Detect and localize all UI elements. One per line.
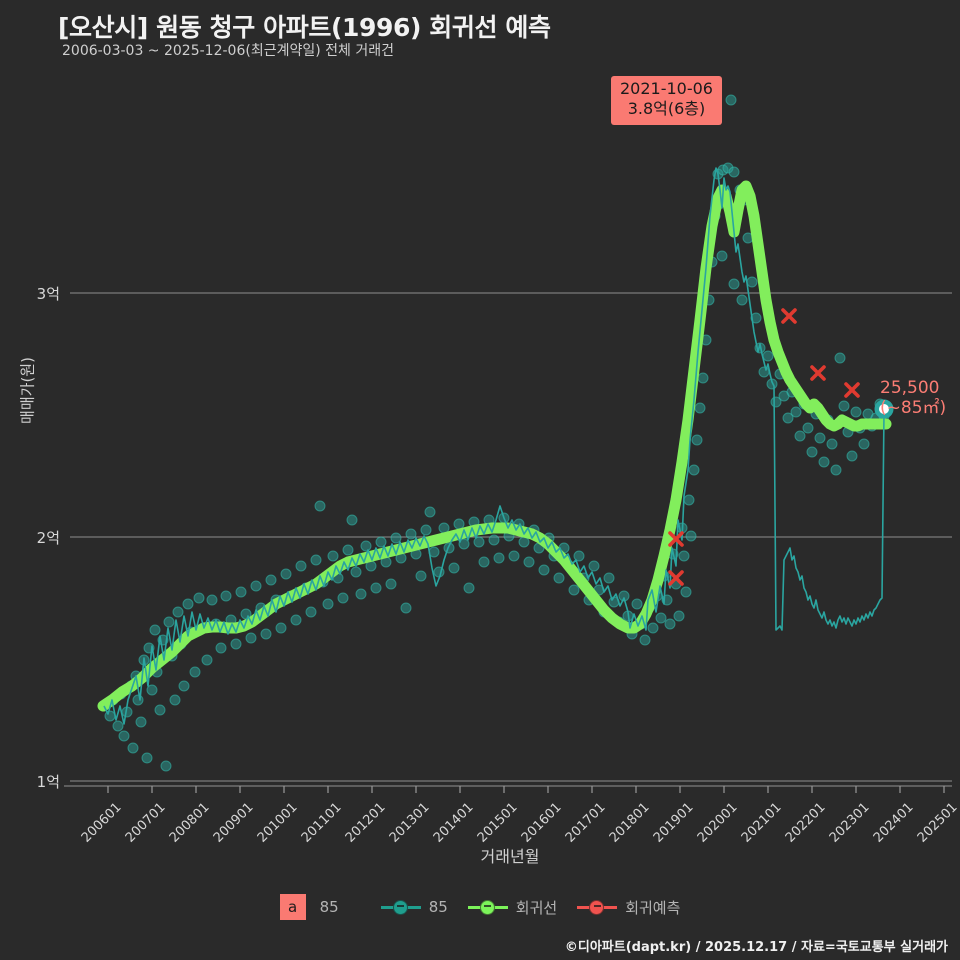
y-tick-3eok: 3억 xyxy=(36,285,60,303)
legend-label-prediction: 회귀예측 xyxy=(625,898,681,917)
y-tick-1eok: 1억 xyxy=(36,773,60,791)
y-tick-2eok: 2억 xyxy=(36,529,60,547)
legend-item-85[interactable]: 85 xyxy=(380,896,448,918)
end-price: 25,500 xyxy=(880,378,940,398)
legend-item-a[interactable]: a 85 xyxy=(279,894,339,920)
legend-label-85: 85 xyxy=(428,898,448,916)
actual-line xyxy=(103,167,885,725)
footer-credit: ©디아파트(dapt.kr) / 2025.12.17 / 자료=국토교통부 실… xyxy=(564,940,948,955)
x-axis xyxy=(64,785,952,793)
legend-marker-prediction xyxy=(577,896,618,918)
last-point-marker xyxy=(874,399,894,419)
page-title: [오산시] 원동 청구 아파트(1996) 회귀선 예측 xyxy=(58,13,551,42)
legend-label-regression: 회귀선 xyxy=(515,898,558,917)
page-subtitle: 2006-03-03 ~ 2025-12-06(최근계약일) 전체 거래건 xyxy=(62,43,394,59)
y-axis-label: 매매가(원) xyxy=(18,357,37,424)
annotation-price: 3.8억(6층) xyxy=(627,99,706,119)
chart-legend: a 85 85 회귀선 회귀예측 xyxy=(0,888,960,926)
legend-label-a: 85 xyxy=(319,898,339,916)
x-axis-label: 거래년월 xyxy=(480,847,540,866)
end-area: (~85㎡) xyxy=(880,398,947,419)
regression-line xyxy=(97,180,892,712)
prediction-markers xyxy=(668,308,860,586)
legend-marker-regression xyxy=(467,896,508,918)
legend-item-regression[interactable]: 회귀선 xyxy=(467,896,558,918)
annotation-date: 2021-10-06 xyxy=(620,79,713,98)
end-value-label: 25,500 (~85㎡) xyxy=(880,378,946,418)
legend-item-prediction[interactable]: 회귀예측 xyxy=(577,896,680,918)
legend-marker-85 xyxy=(380,896,421,918)
peak-annotation: 2021-10-06 3.8억(6층) xyxy=(611,76,722,125)
scatter-points xyxy=(98,94,890,772)
legend-swatch-a: a xyxy=(279,894,306,920)
